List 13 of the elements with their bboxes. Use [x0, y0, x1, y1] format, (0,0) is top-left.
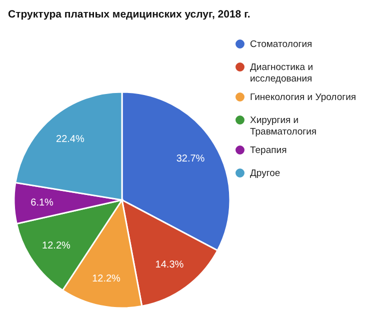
legend-label: Терапия	[250, 145, 287, 156]
legend-label: Стоматология	[250, 39, 312, 50]
data-label: 6.1%	[30, 197, 54, 208]
legend-label: Гинекология и Урология	[250, 92, 356, 103]
data-label: 12.2%	[42, 240, 70, 252]
data-label: 12.2%	[92, 273, 121, 284]
legend-label: Хирургия и Травматология	[250, 115, 317, 138]
legend-label: Диагностика и исследования	[250, 62, 314, 84]
chart-title: Структура платных медицинских услуг, 2018 г.	[8, 8, 250, 20]
data-label: 32.7%	[176, 154, 205, 165]
legend-label: Другое	[250, 168, 280, 179]
data-label: 22.4%	[56, 134, 84, 146]
data-label: 14.3%	[155, 259, 184, 270]
